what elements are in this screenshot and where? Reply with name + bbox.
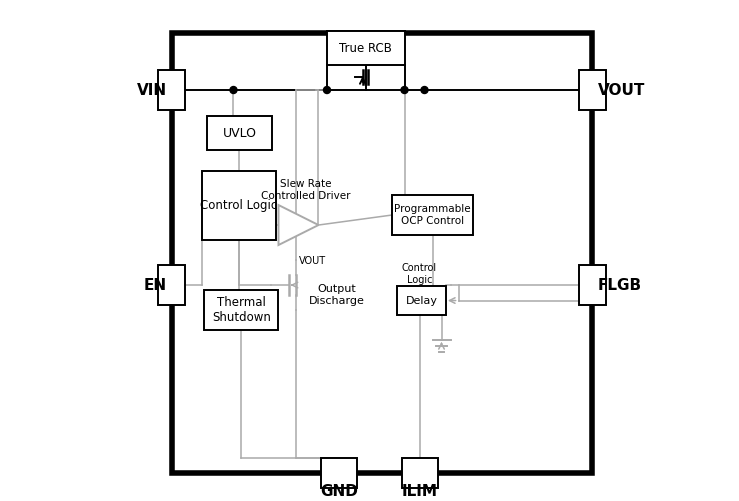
Bar <box>158 70 185 110</box>
Text: ILIM: ILIM <box>401 484 437 499</box>
Text: GND: GND <box>321 484 358 499</box>
Polygon shape <box>279 205 319 245</box>
Text: Delay: Delay <box>406 296 437 306</box>
Circle shape <box>421 87 428 94</box>
Text: Control Logic: Control Logic <box>200 199 278 212</box>
Bar <box>401 457 437 487</box>
Circle shape <box>401 87 408 94</box>
Bar <box>205 290 279 330</box>
Text: UVLO: UVLO <box>222 127 256 139</box>
Text: True RCB: True RCB <box>339 42 392 55</box>
Bar <box>172 33 592 472</box>
Circle shape <box>324 87 330 94</box>
Bar <box>321 457 358 487</box>
Text: Output
Discharge: Output Discharge <box>309 284 365 306</box>
Text: Thermal
Shutdown: Thermal Shutdown <box>212 296 271 324</box>
Bar <box>207 116 272 150</box>
Text: Control
Logic: Control Logic <box>402 263 437 285</box>
Bar <box>579 70 605 110</box>
Bar <box>397 286 446 315</box>
Text: EN: EN <box>144 278 167 293</box>
Text: VIN: VIN <box>137 83 167 98</box>
Bar <box>579 265 605 305</box>
Text: Programmable
OCP Control: Programmable OCP Control <box>394 204 471 226</box>
Text: VOUT: VOUT <box>598 83 645 98</box>
Circle shape <box>230 87 237 94</box>
Bar <box>392 195 473 235</box>
Bar <box>158 265 185 305</box>
Bar <box>327 31 404 65</box>
Text: FLGB: FLGB <box>598 278 642 293</box>
Text: Slew Rate
Controlled Driver: Slew Rate Controlled Driver <box>262 179 351 201</box>
Bar <box>202 171 276 240</box>
Text: VOUT: VOUT <box>299 256 326 266</box>
